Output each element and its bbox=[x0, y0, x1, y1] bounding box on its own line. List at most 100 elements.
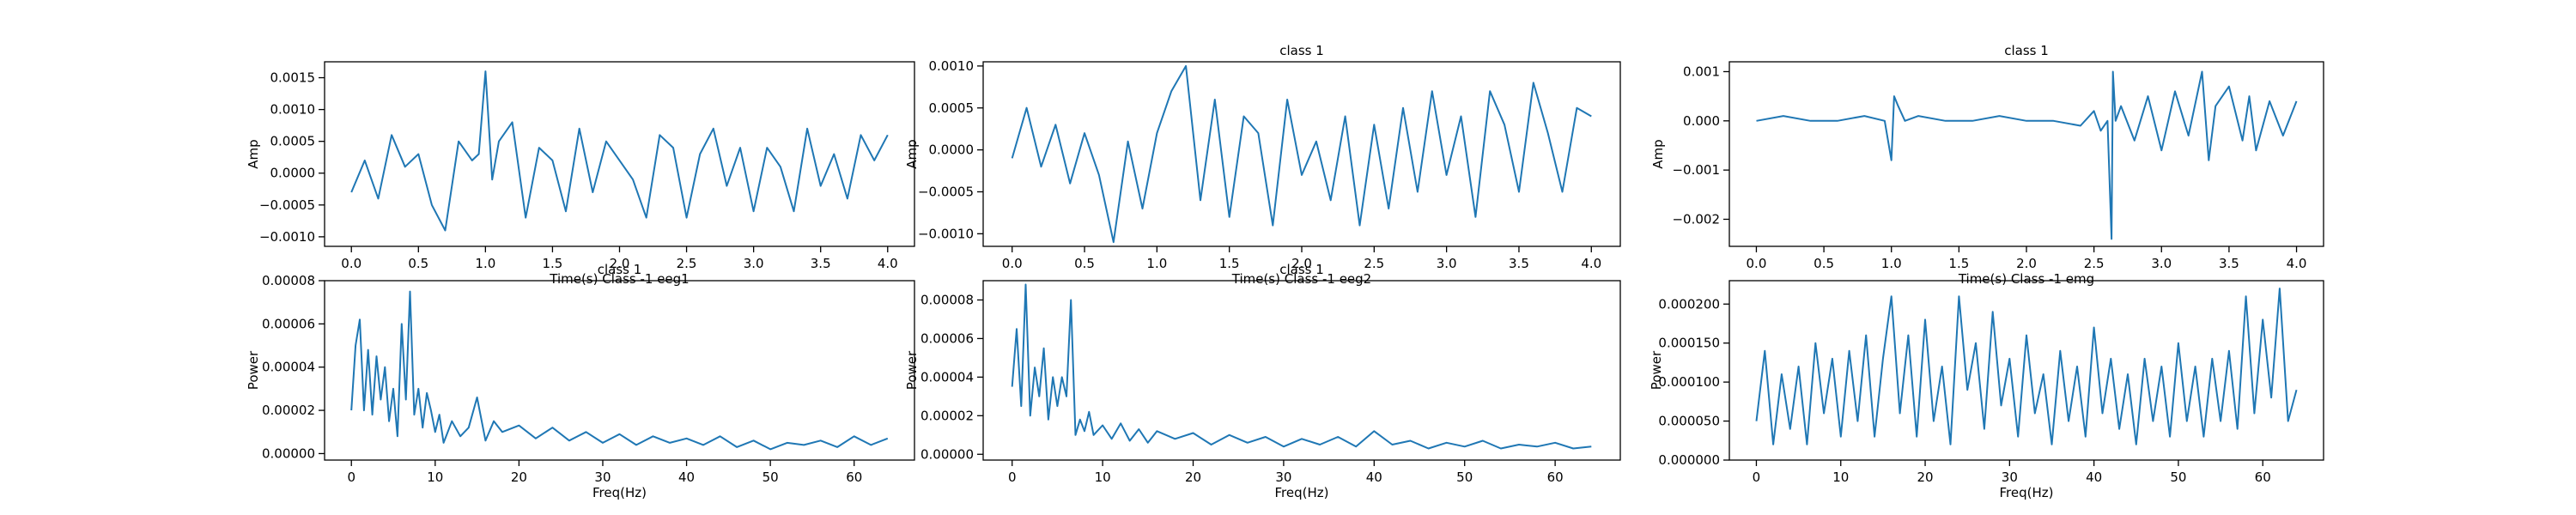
y-axis-label: Amp bbox=[1650, 139, 1666, 168]
x-tick-label: 40 bbox=[2086, 470, 2102, 485]
x-tick-label: 3.5 bbox=[1509, 256, 1529, 271]
y-tick-label: 0.00000 bbox=[262, 445, 315, 461]
y-tick-label: 0.000200 bbox=[1658, 296, 1720, 312]
x-tick-label: 3.0 bbox=[744, 256, 764, 271]
x-tick-label: 2.5 bbox=[2084, 256, 2105, 271]
x-tick-label: 10 bbox=[427, 470, 443, 485]
x-tick-label: 3.5 bbox=[811, 256, 831, 271]
subplot-3: 0.0 0.5 1.0 1.5 2.0 2.5 3.0 3.5 4.0 −0.002 −0.001 0… bbox=[1650, 43, 2324, 287]
x-tick-label: 1.5 bbox=[1948, 256, 1969, 271]
x-tick-label: 4.0 bbox=[878, 256, 898, 271]
x-tick-label: 1.5 bbox=[543, 256, 563, 271]
subplot-6: 0 10 20 30 40 50 60 0.000000 0.000050 0.000100 0.0… bbox=[1649, 280, 2324, 500]
y-tick-label: 0.0000 bbox=[270, 166, 316, 181]
x-tick-label: 50 bbox=[2170, 470, 2186, 485]
y-axis-label: Power bbox=[246, 350, 261, 390]
y-axis-label: Amp bbox=[246, 139, 261, 168]
axes-frame bbox=[324, 61, 915, 247]
axes-frame bbox=[324, 280, 915, 461]
x-tick-label: 10 bbox=[1832, 470, 1849, 485]
subplot-title: class 1 bbox=[1279, 43, 1324, 58]
y-tick-label: 0.00008 bbox=[920, 292, 974, 307]
series-line bbox=[1755, 288, 2298, 445]
x-axis-label: Freq(Hz) bbox=[1275, 485, 1329, 500]
y-axis-label: Power bbox=[1649, 350, 1664, 390]
y-tick-label: 0.00004 bbox=[920, 369, 974, 385]
series-line bbox=[350, 70, 889, 232]
x-tick-label: 50 bbox=[1456, 470, 1473, 485]
x-tick-label: 2.5 bbox=[1364, 256, 1384, 271]
x-tick-label: 2.0 bbox=[610, 256, 630, 271]
y-tick-label: −0.002 bbox=[1672, 211, 1720, 227]
y-tick-label: 0.0000 bbox=[929, 142, 975, 158]
x-tick-label: 20 bbox=[1185, 470, 1201, 485]
y-tick-label: 0.000150 bbox=[1658, 336, 1720, 351]
y-tick-label: 0.00008 bbox=[262, 273, 315, 288]
y-tick-label: 0.0015 bbox=[270, 70, 316, 86]
series-line bbox=[350, 290, 889, 451]
x-tick-label: 0.5 bbox=[408, 256, 428, 271]
x-tick-label: 3.0 bbox=[2151, 256, 2172, 271]
x-tick-label: 0.0 bbox=[1002, 256, 1023, 271]
x-tick-label: 3.5 bbox=[2219, 256, 2239, 271]
x-tick-label: 0.0 bbox=[341, 256, 361, 271]
series-line bbox=[1011, 64, 1592, 244]
x-tick-label: 20 bbox=[511, 470, 527, 485]
x-tick-label: 10 bbox=[1095, 470, 1111, 485]
subplot-title: class 1 bbox=[598, 262, 642, 277]
x-tick-label: 1.0 bbox=[475, 256, 495, 271]
axes-frame bbox=[982, 280, 1621, 461]
x-axis-label: Time(s) Class -1 emg bbox=[1958, 271, 2094, 287]
y-tick-label: 0.0005 bbox=[929, 100, 975, 116]
x-tick-label: 30 bbox=[594, 470, 611, 485]
x-axis-label: Freq(Hz) bbox=[2000, 485, 2054, 500]
x-tick-label: 60 bbox=[2255, 470, 2271, 485]
y-tick-label: 0.00004 bbox=[262, 360, 315, 375]
y-tick-label: 0.000050 bbox=[1658, 414, 1720, 429]
subplot-title: class 1 bbox=[2004, 43, 2049, 58]
subplot-2: 0.0 0.5 1.0 1.5 2.0 2.5 3.0 3.5 4.0 −0.0010 −0.000… bbox=[904, 43, 1621, 287]
series-line bbox=[1756, 70, 2298, 240]
x-tick-label: 2.0 bbox=[2016, 256, 2037, 271]
y-tick-label: 0.0005 bbox=[270, 134, 316, 149]
y-tick-label: −0.0010 bbox=[259, 229, 315, 245]
x-tick-label: 40 bbox=[1366, 470, 1382, 485]
x-tick-label: 1.0 bbox=[1881, 256, 1902, 271]
x-tick-label: 0.5 bbox=[1074, 256, 1095, 271]
x-tick-label: 4.0 bbox=[1581, 256, 1601, 271]
y-tick-label: 0.0010 bbox=[929, 58, 975, 74]
x-axis-label: Time(s) Class -1 eeg2 bbox=[1231, 271, 1371, 287]
y-tick-label: −0.001 bbox=[1672, 162, 1720, 178]
y-tick-label: 0.0010 bbox=[270, 102, 316, 118]
subplot-5: 0 10 20 30 40 50 60 0.00000 0.00002 0.00004 0.0000… bbox=[904, 262, 1621, 500]
x-tick-label: 1.0 bbox=[1146, 256, 1167, 271]
y-tick-label: 0.00006 bbox=[262, 316, 315, 331]
y-tick-label: 0.00006 bbox=[920, 330, 974, 346]
x-tick-label: 30 bbox=[2002, 470, 2018, 485]
x-tick-label: 20 bbox=[1917, 470, 1933, 485]
x-tick-label: 0 bbox=[1008, 470, 1017, 485]
x-tick-label: 0 bbox=[1753, 470, 1761, 485]
x-tick-label: 60 bbox=[846, 470, 862, 485]
y-tick-label: 0.00002 bbox=[920, 408, 974, 423]
y-tick-label: −0.0010 bbox=[918, 226, 974, 241]
axes-frame bbox=[1728, 280, 2324, 461]
x-tick-label: 60 bbox=[1547, 470, 1564, 485]
y-tick-label: 0.000 bbox=[1683, 113, 1720, 129]
x-tick-label: 4.0 bbox=[2287, 256, 2307, 271]
y-axis-label: Amp bbox=[904, 139, 920, 168]
x-tick-label: 50 bbox=[762, 470, 779, 485]
x-axis-label: Freq(Hz) bbox=[592, 485, 647, 500]
y-tick-label: −0.0005 bbox=[918, 184, 974, 199]
x-axis-label: Time(s) Class -1 eeg1 bbox=[549, 271, 689, 287]
x-tick-label: 0.0 bbox=[1747, 256, 1767, 271]
x-tick-label: 40 bbox=[678, 470, 695, 485]
y-tick-label: 0.000100 bbox=[1658, 374, 1720, 390]
y-axis-label: Power bbox=[904, 350, 920, 390]
subplot-4: 0 10 20 30 40 50 60 0.00000 0.00002 0.00004 0.0000… bbox=[246, 262, 915, 500]
subplot-title: class 1 bbox=[1279, 262, 1324, 277]
y-tick-label: −0.0005 bbox=[259, 197, 315, 213]
x-tick-label: 30 bbox=[1275, 470, 1291, 485]
subplot-1: 0.0 0.5 1.0 1.5 2.0 2.5 3.0 3.5 4.0 −0.0010 −0.000… bbox=[246, 61, 915, 287]
x-tick-label: 2.0 bbox=[1291, 256, 1312, 271]
